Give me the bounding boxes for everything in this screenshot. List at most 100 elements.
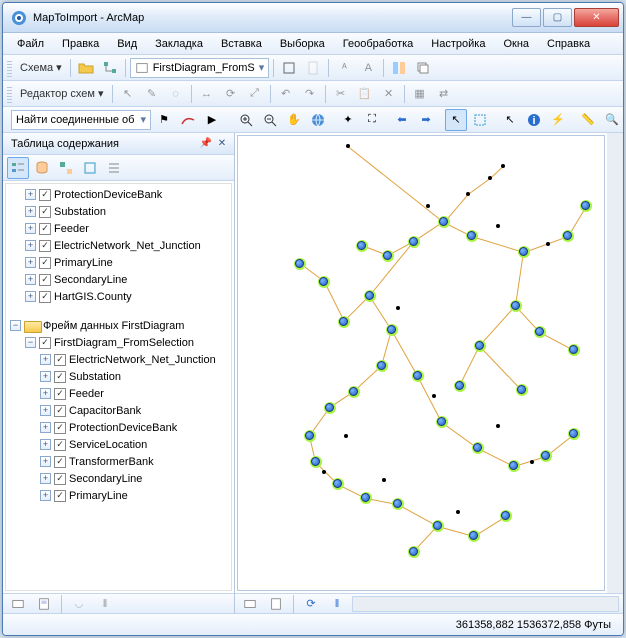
network-node[interactable] [377, 361, 386, 370]
tree-row[interactable]: +✓ProtectionDeviceBank [8, 419, 229, 436]
expand-icon[interactable]: + [25, 206, 36, 217]
expand-icon[interactable]: + [40, 354, 51, 365]
network-node[interactable] [295, 259, 304, 268]
checkbox[interactable]: ✓ [54, 388, 66, 400]
zoom-in-button[interactable] [235, 109, 257, 131]
checkbox[interactable]: ✓ [39, 257, 51, 269]
list-by-selection-button[interactable] [79, 157, 101, 179]
expand-icon[interactable]: + [25, 240, 36, 251]
tree-row[interactable]: +✓SecondaryLine [8, 470, 229, 487]
checkbox[interactable]: ✓ [54, 439, 66, 451]
expand-icon[interactable]: − [10, 320, 21, 331]
tree-row[interactable]: +✓ProtectionDeviceBank [8, 186, 229, 203]
network-node[interactable] [325, 403, 334, 412]
refresh-button[interactable]: ⟳ [300, 593, 322, 615]
network-node[interactable] [305, 431, 314, 440]
menu-вставка[interactable]: Вставка [213, 36, 270, 52]
refresh-tab[interactable] [68, 593, 90, 615]
network-node[interactable] [501, 511, 510, 520]
checkbox[interactable]: ✓ [39, 206, 51, 218]
network-node[interactable] [541, 451, 550, 460]
network-node[interactable] [475, 341, 484, 350]
expand-icon[interactable]: + [40, 422, 51, 433]
edit-button[interactable]: ✎ [141, 83, 163, 105]
network-node[interactable] [365, 291, 374, 300]
tree-row[interactable]: +✓ElectricNetwork_Net_Junction [8, 237, 229, 254]
minimize-button[interactable]: — [512, 8, 541, 27]
hyperlink-button[interactable]: ⚡ [547, 109, 569, 131]
maximize-button[interactable]: ▢ [543, 8, 572, 27]
find-connected-select[interactable]: Найти соединенные об ▾ [11, 110, 151, 130]
scale-button[interactable]: ⤢ [244, 83, 266, 105]
network-node[interactable] [467, 231, 476, 240]
prev-extent-button[interactable]: ⬅ [391, 109, 413, 131]
toc-close-button[interactable]: ✕ [214, 136, 230, 152]
align-button[interactable]: ▦ [409, 83, 431, 105]
expand-icon[interactable]: + [40, 371, 51, 382]
checkbox[interactable]: ✓ [39, 274, 51, 286]
checkbox[interactable]: ✓ [54, 354, 66, 366]
menu-выборка[interactable]: Выборка [272, 36, 333, 52]
menu-вид[interactable]: Вид [109, 36, 145, 52]
tree-button[interactable] [99, 57, 121, 79]
tree-row[interactable]: +✓ElectricNetwork_Net_Junction [8, 351, 229, 368]
menu-справка[interactable]: Справка [539, 36, 598, 52]
network-node[interactable] [393, 499, 402, 508]
diagram-select[interactable]: FirstDiagram_FromS ▾ [130, 58, 270, 78]
select-features-button[interactable] [469, 109, 491, 131]
tree-row[interactable]: +✓ServiceLocation [8, 436, 229, 453]
find-button[interactable]: 🔍 [601, 109, 623, 131]
network-node[interactable] [509, 461, 518, 470]
delete-button[interactable]: ✕ [378, 83, 400, 105]
expand-icon[interactable]: + [40, 439, 51, 450]
rotate-button[interactable]: ⟳ [220, 83, 242, 105]
list-by-source-button[interactable] [31, 157, 53, 179]
node-button[interactable]: ◌ [165, 83, 187, 105]
options-button[interactable] [103, 157, 125, 179]
pointer-button[interactable]: ↖ [499, 109, 521, 131]
checkbox[interactable]: ✓ [54, 405, 66, 417]
expand-icon[interactable]: + [40, 456, 51, 467]
tree-row[interactable]: +✓TransformerBank [8, 453, 229, 470]
expand-icon[interactable]: − [25, 337, 36, 348]
network-node[interactable] [349, 387, 358, 396]
list-by-drawing-button[interactable] [7, 157, 29, 179]
cursor-button[interactable]: ↖ [117, 83, 139, 105]
expand-icon[interactable]: + [25, 257, 36, 268]
network-node[interactable] [519, 247, 528, 256]
menu-файл[interactable]: Файл [9, 36, 52, 52]
network-node[interactable] [333, 479, 342, 488]
next-extent-button[interactable]: ➡ [415, 109, 437, 131]
catalog-button[interactable] [388, 57, 410, 79]
undo-button[interactable]: ↶ [275, 83, 297, 105]
layout-view-button[interactable] [265, 593, 287, 615]
checkbox[interactable]: ✓ [39, 337, 51, 349]
network-node[interactable] [409, 237, 418, 246]
cut-button[interactable]: ✂ [330, 83, 352, 105]
checkbox[interactable]: ✓ [54, 456, 66, 468]
expand-icon[interactable]: + [25, 189, 36, 200]
expand-icon[interactable]: + [25, 291, 36, 302]
page-button[interactable] [302, 57, 324, 79]
tree-row[interactable]: +✓PrimaryLine [8, 487, 229, 504]
expand-icon[interactable]: + [40, 405, 51, 416]
tree-row[interactable]: +✓CapacitorBank [8, 402, 229, 419]
flip-button[interactable]: ⇄ [433, 83, 455, 105]
network-node[interactable] [469, 531, 478, 540]
expand-icon[interactable]: + [40, 388, 51, 399]
menu-геообработка[interactable]: Геообработка [335, 36, 422, 52]
flag-button[interactable]: ⚑ [153, 109, 175, 131]
text-large-button[interactable]: A [357, 57, 379, 79]
checkbox[interactable]: ✓ [54, 422, 66, 434]
expand-icon[interactable]: + [25, 274, 36, 285]
network-node[interactable] [311, 457, 320, 466]
tree-row[interactable]: +✓HartGIS.County [8, 288, 229, 305]
close-button[interactable]: ✕ [574, 8, 619, 27]
tree-row[interactable]: +✓Feeder [8, 220, 229, 237]
data-view-tab[interactable] [7, 593, 29, 615]
checkbox[interactable]: ✓ [39, 240, 51, 252]
copy-button[interactable] [412, 57, 434, 79]
tree-row[interactable]: +✓SecondaryLine [8, 271, 229, 288]
network-node[interactable] [413, 371, 422, 380]
checkbox[interactable]: ✓ [54, 473, 66, 485]
